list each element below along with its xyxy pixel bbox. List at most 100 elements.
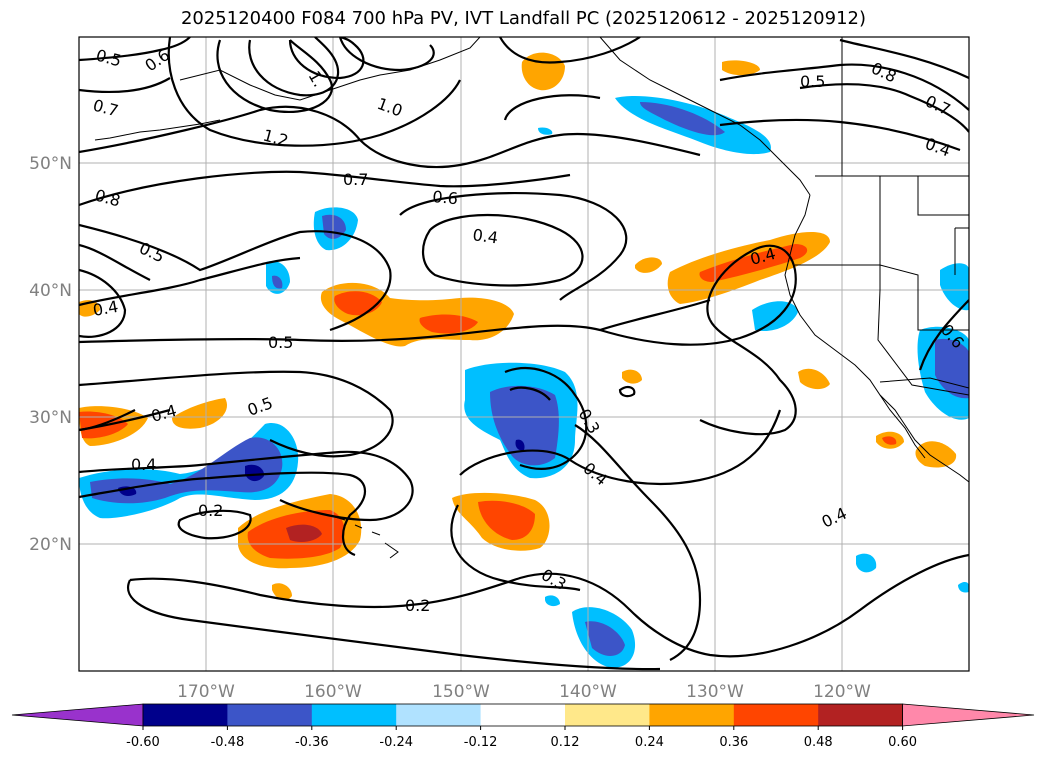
contour-label: 0.7 [91, 96, 121, 121]
state-border [954, 227, 969, 275]
negative-region [245, 464, 265, 482]
lon-label-120w: 120°W [813, 682, 871, 702]
negative-region [538, 127, 553, 135]
negative-region [585, 621, 625, 656]
contour-line [509, 386, 551, 401]
contour-label: 0.4 [923, 134, 953, 161]
colorbar-tick-label: -0.36 [295, 735, 329, 750]
contour-label: 0.8 [868, 58, 899, 86]
negative-region [272, 275, 283, 289]
contour-label: 0.3 [575, 406, 604, 438]
negative-region [940, 263, 969, 311]
positive-region [272, 583, 292, 601]
contour-line [79, 170, 571, 207]
negative-region [515, 439, 525, 451]
contour-label: 0.3 [538, 565, 570, 594]
contour-line [129, 553, 969, 658]
contour-label: 0.8 [93, 186, 123, 211]
contour-line [79, 450, 414, 522]
negative-region [490, 385, 559, 466]
negative-region [958, 582, 969, 593]
negative-region [545, 595, 560, 607]
positive-region [699, 244, 808, 282]
colorbar-tick-label: -0.12 [464, 735, 498, 750]
contour-label: 1.2 [261, 126, 291, 151]
contour-line [177, 509, 252, 540]
contour-line [79, 471, 366, 557]
coastlines [94, 37, 969, 559]
contour-line [79, 37, 191, 62]
lat-label-20n: 20°N [29, 535, 72, 555]
colorbar-segment [565, 704, 650, 726]
contour-line [79, 243, 151, 281]
contour-line [79, 244, 797, 346]
colorbar-tick-label: 0.36 [719, 735, 748, 750]
contour-line [599, 298, 711, 332]
positive-region [521, 52, 565, 91]
us-mexico-border [879, 377, 969, 389]
positive-region [882, 436, 897, 445]
contour-line [127, 579, 661, 671]
negative-region [935, 338, 969, 399]
contour-label: 0.5 [245, 393, 275, 420]
contour-line [399, 192, 628, 301]
gridlines [79, 37, 969, 671]
contour-label: 0.4 [819, 504, 850, 532]
positive-region [478, 500, 535, 540]
contour-line [288, 37, 365, 80]
contour-line [79, 223, 392, 332]
lon-label-130w: 130°W [686, 682, 744, 702]
colorbar-frame [142, 703, 903, 727]
contour-line [503, 94, 601, 121]
alaska-islands [94, 119, 221, 141]
colorbar-tick-label: -0.24 [379, 735, 413, 750]
lon-label-150w: 150°W [432, 682, 490, 702]
positive-region [172, 398, 228, 429]
contour-line [574, 424, 702, 661]
colorbar-segment [143, 704, 228, 726]
contour-line [422, 213, 584, 287]
contour-line [248, 37, 340, 97]
alaska-coast [179, 37, 481, 101]
colorbar-segment [649, 704, 735, 726]
contour-label: 0.6 [432, 187, 459, 208]
contour-label: 0.4 [471, 225, 499, 247]
colorbar-segment [396, 704, 482, 726]
colorbar-extend-low [11, 703, 144, 727]
colorbar-segment [733, 704, 819, 726]
contour-line [79, 105, 701, 169]
contour-label: 1.0 [375, 94, 405, 121]
lon-label-140w: 140°W [559, 682, 617, 702]
contour-line [79, 409, 136, 432]
contour-label: 0.4 [131, 455, 156, 474]
contour-line [618, 385, 636, 398]
colorbar-tick-label: -0.60 [126, 735, 160, 750]
contour-line [216, 39, 333, 113]
contour-label: 0.4 [91, 297, 119, 320]
positive-region [915, 441, 957, 468]
colorbar: -0.60 -0.48 -0.36 -0.24 -0.12 0.12 0.24 0.36 0.4… [11, 703, 1035, 750]
contour-line [719, 63, 969, 111]
lat-label-40n: 40°N [29, 281, 72, 301]
contour-line [504, 367, 588, 470]
negative-region [856, 553, 877, 573]
lat-label-50n: 50°N [29, 154, 72, 174]
positive-region [419, 314, 478, 334]
colorbar-tick-label: 0.12 [551, 735, 580, 750]
map-title: 2025120400 F084 700 hPa PV, IVT Landfall… [180, 8, 867, 29]
lon-label-160w: 160°W [304, 682, 362, 702]
contour-line [167, 37, 461, 147]
positive-region [286, 524, 322, 542]
contour-label: 0.2 [405, 596, 430, 615]
colorbar-tick-label: 0.48 [804, 735, 833, 750]
negative-region [640, 102, 725, 136]
contour-label: 0.4 [579, 459, 611, 490]
colorbar-segment [818, 704, 904, 726]
state-border [841, 37, 969, 216]
contour-label: 0.5 [800, 72, 825, 91]
contour-line [450, 504, 581, 592]
colorbar-segment [480, 704, 566, 726]
negative-region [752, 301, 798, 332]
baja-california [879, 394, 926, 459]
